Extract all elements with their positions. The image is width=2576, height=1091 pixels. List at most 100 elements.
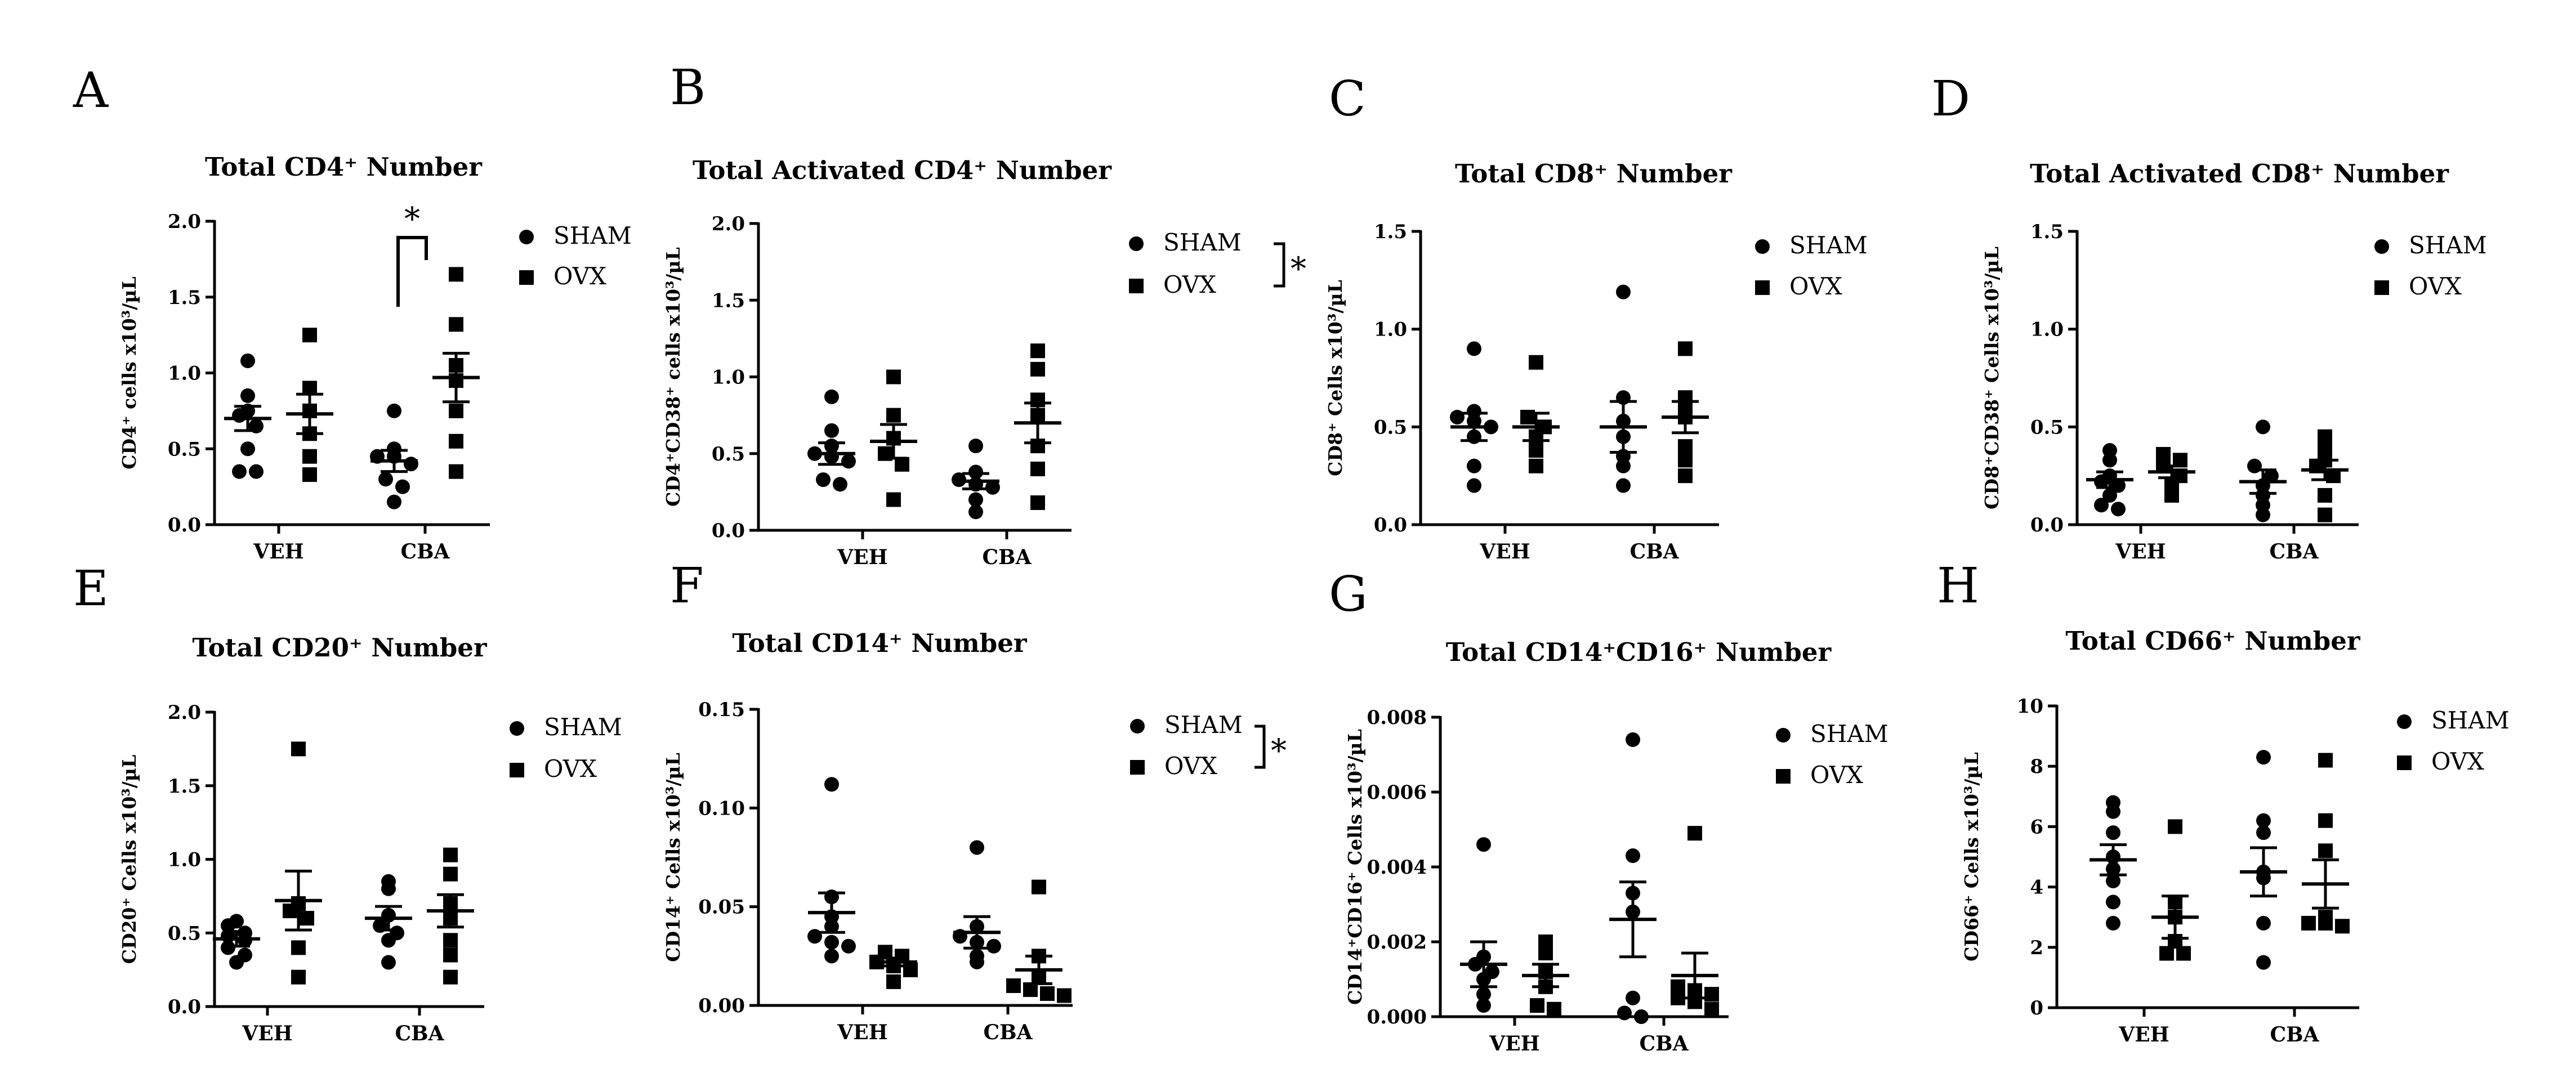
data-point-sham [1616,478,1631,493]
panel-d: D Total Activated CD8⁺ Number 0.0 0.5 1.0 1.5… [1931,71,2487,564]
significance-star: * [1291,251,1306,288]
panel-letter: A [73,62,109,119]
data-point-sham [395,479,410,494]
data-point-ovx [1538,945,1553,960]
data-point-sham [968,492,983,507]
y-tick-label: 0.15 [698,699,745,721]
chart-title: Total CD4⁺ Number [205,152,483,182]
x-tick-label: VEH [242,1022,292,1045]
data-point-sham [2256,955,2271,970]
legend-label-sham: SHAM [1163,229,1242,256]
data-point-sham [2256,813,2271,828]
y-tick-label: 0.0 [1374,514,1407,536]
legend-label-ovx: OVX [544,755,597,783]
data-point-ovx [302,467,317,482]
data-point-ovx [302,328,317,343]
data-point-ovx [2318,429,2332,444]
y-tick-label: 1.0 [168,849,201,871]
y-tick-label: 0.000 [1367,1006,1427,1029]
y-tick-label: 0.05 [698,896,745,919]
data-point-sham [1476,998,1491,1013]
y-tick-label: 0.0 [168,996,201,1018]
y-tick-label: 0.002 [1367,931,1427,954]
data-point-sham [381,955,396,970]
data-point-sham [232,464,247,479]
chart-title: Total CD8⁺ Number [1455,159,1733,189]
chart-title: Total CD66⁺ Number [2065,626,2360,656]
y-tick-label: 0.00 [698,995,745,1017]
data-point-ovx [1547,1001,1561,1017]
data-point-ovx [449,267,463,282]
data-point-sham [221,940,235,955]
data-point-ovx [2318,915,2333,931]
x-tick-label: CBA [1639,1032,1689,1056]
y-tick-label: 1.0 [168,363,201,385]
data-point-sham [2102,488,2117,503]
y-axis-label: CD14⁺CD16⁺ Cells x10³/µL [1344,729,1366,1005]
legend-label-sham: SHAM [2431,707,2510,734]
data-point-sham [824,389,839,404]
y-tick-label: 1.5 [2030,221,2064,243]
x-tick-label: CBA [1629,540,1679,564]
legend-marker-sham [1776,728,1791,743]
legend-label-ovx: OVX [1163,271,1216,298]
y-tick-label: 1.5 [712,289,745,312]
data-point-sham [404,457,418,472]
data-point-ovx [443,969,458,985]
y-tick-label: 0.008 [1367,707,1427,729]
data-point-sham [1616,458,1631,473]
data-point-sham [232,408,247,423]
legend-marker-sham [519,230,534,244]
data-point-sham [2106,804,2120,819]
data-point-sham [1476,987,1491,1002]
data-point-sham [2256,825,2271,840]
y-tick-label: 0.5 [1374,416,1407,439]
data-point-sham [240,388,255,403]
data-point-ovx [283,904,297,919]
legend-label-ovx: OVX [2409,272,2462,300]
data-point-sham [833,477,847,492]
data-point-ovx [291,969,306,985]
y-tick-label: 0.0 [2030,514,2064,536]
data-point-sham [1476,837,1491,852]
x-tick-label: VEH [1489,1032,1539,1056]
legend-marker-ovx [1776,769,1791,784]
panel-f: F Total CD14⁺ Number 0.00 0.05 0.10 0.15 VEH CB… [662,558,1287,1044]
y-tick-label: 2.0 [712,213,745,235]
data-point-sham [2106,915,2120,931]
data-point-sham [2264,468,2279,484]
legend-label-ovx: OVX [1164,752,1217,780]
data-point-ovx [886,408,901,423]
data-point-sham [1467,458,1481,473]
data-point-ovx [449,433,463,449]
legend-marker-ovx [510,763,524,777]
x-tick-label: CBA [983,1021,1033,1044]
legend-label-sham: SHAM [1789,231,1868,259]
legend-label-ovx: OVX [1810,761,1863,789]
data-point-sham [970,840,984,855]
data-point-ovx [1678,468,1693,484]
y-tick-label: 4 [2030,877,2043,899]
significance-bracket [396,236,428,307]
data-point-sham [1626,848,1640,864]
data-point-ovx [1678,439,1693,454]
data-point-ovx [1030,343,1045,359]
data-point-ovx [443,847,458,862]
data-point-ovx [449,317,463,332]
legend-label-sham: SHAM [1810,720,1889,748]
y-tick-label: 0.006 [1367,781,1427,804]
panel-e: E Total CD20⁺ Number 0.0 0.5 1.0 1.5 2.0 VEH CBA… [73,561,622,1045]
data-point-ovx [2318,843,2333,859]
data-point-sham [1467,478,1481,493]
data-point-ovx [291,940,306,955]
data-point-ovx [449,464,463,479]
data-point-ovx [1006,978,1021,993]
data-point-sham [1617,1005,1632,1021]
data-point-ovx [1030,462,1045,476]
data-point-ovx [1057,988,1072,1003]
data-point-sham [2256,507,2270,522]
data-point-ovx [449,403,463,418]
x-tick-label: VEH [1479,540,1530,564]
x-tick-label: VEH [2118,1023,2169,1047]
data-point-sham [968,464,983,480]
